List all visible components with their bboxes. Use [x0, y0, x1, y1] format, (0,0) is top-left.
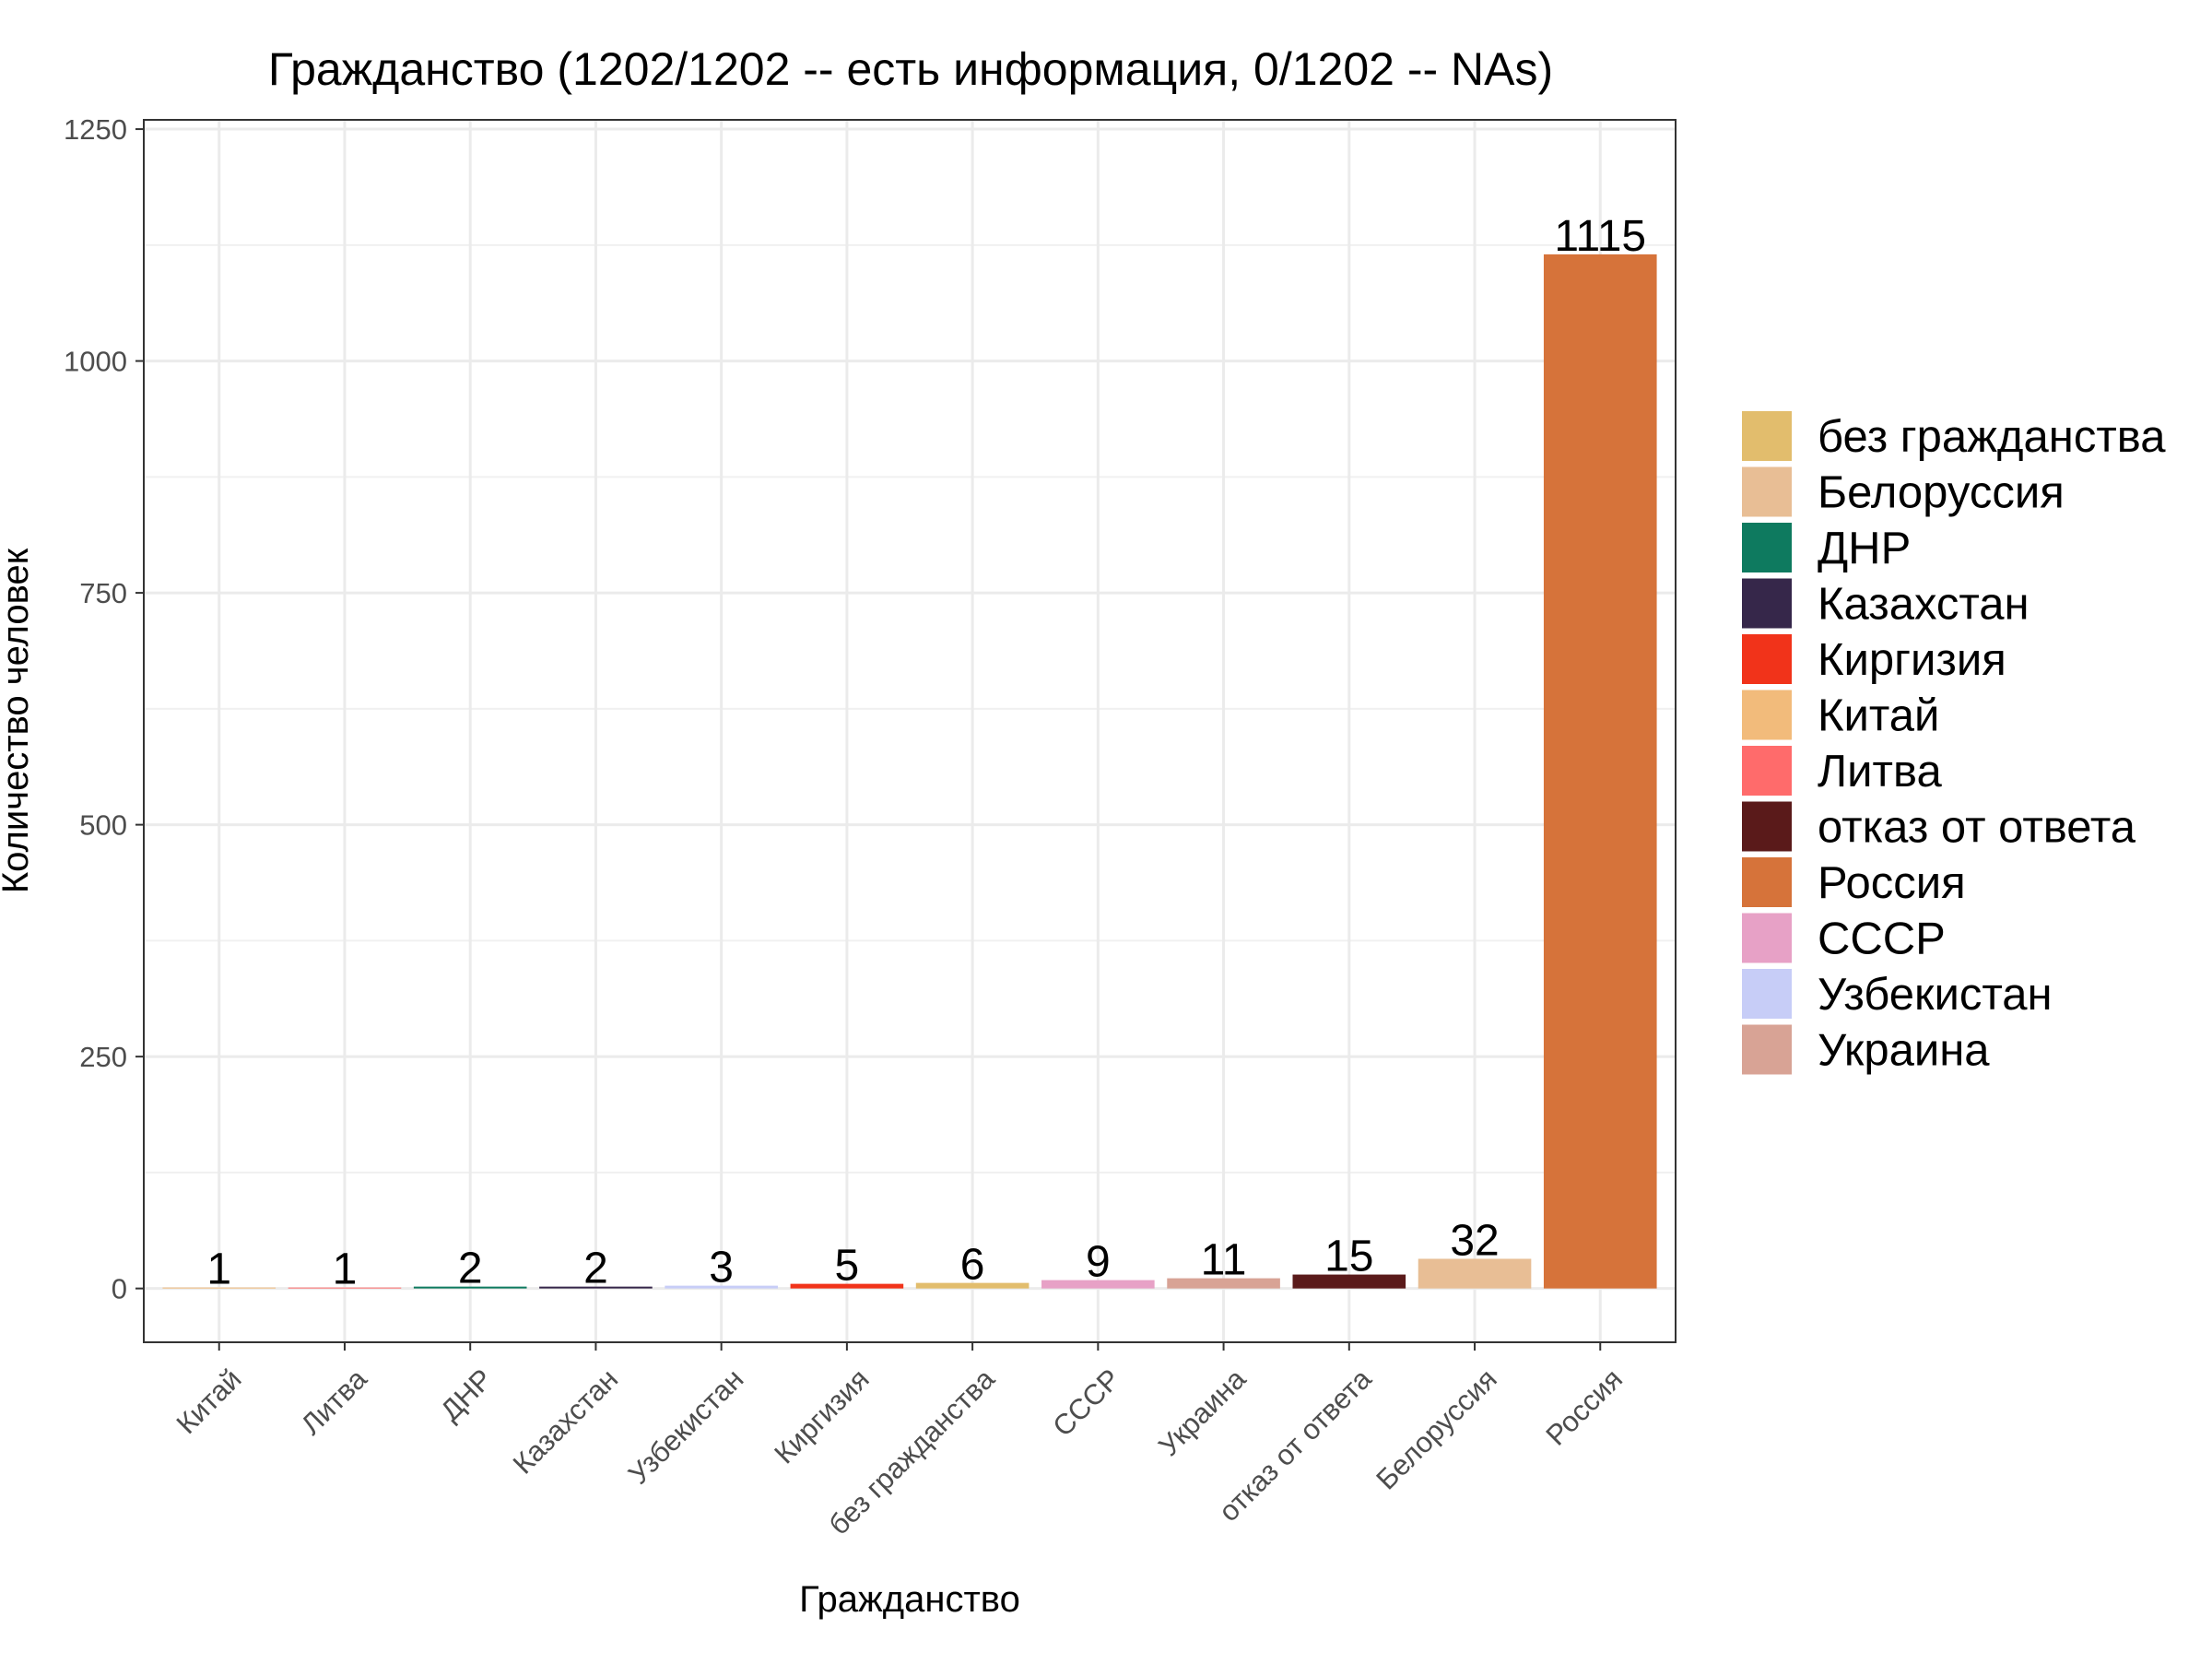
- y-axis-tick-label: 1250: [64, 113, 127, 146]
- bar: [1292, 1274, 1406, 1289]
- legend-label: Украина: [1818, 1026, 1990, 1076]
- bar: [1418, 1258, 1532, 1289]
- data-label: 1: [333, 1245, 358, 1294]
- legend-key: [1742, 746, 1792, 796]
- bar: [665, 1285, 778, 1289]
- x-axis-title: Гражданство: [799, 1579, 1020, 1620]
- legend-key: [1742, 578, 1792, 629]
- bar: [790, 1283, 904, 1289]
- data-label: 1: [206, 1245, 231, 1294]
- legend-label: Казахстан: [1818, 580, 2030, 630]
- chart-title: Гражданство (1202/1202 -- есть информаци…: [268, 43, 1553, 95]
- bar: [288, 1287, 402, 1289]
- y-axis-tick-label: 1000: [64, 346, 127, 378]
- legend-key: [1742, 634, 1792, 684]
- legend-label: отказ от ответа: [1818, 803, 2136, 853]
- bar: [1041, 1280, 1155, 1289]
- y-axis-title: Количество человек: [0, 548, 36, 893]
- data-label: 9: [1086, 1238, 1111, 1287]
- data-label: 11: [1201, 1236, 1247, 1285]
- bar: [413, 1286, 527, 1289]
- grid-lines: [144, 120, 1676, 1342]
- data-label: 1115: [1554, 212, 1646, 261]
- legend-key: [1742, 857, 1792, 907]
- bar: [1167, 1278, 1280, 1289]
- legend-key: [1742, 466, 1792, 517]
- data-label: 32: [1450, 1216, 1499, 1265]
- bar: [539, 1286, 653, 1289]
- legend-label: СССР: [1818, 915, 1946, 964]
- legend-key: [1742, 913, 1792, 963]
- legend-key: [1742, 969, 1792, 1019]
- legend-key: [1742, 1024, 1792, 1075]
- data-label: 6: [960, 1241, 985, 1290]
- y-axis-tick-label: 750: [79, 577, 127, 609]
- data-label: 15: [1324, 1233, 1373, 1281]
- legend-label: Узбекистан: [1818, 970, 2053, 1020]
- legend-label: без гражданства: [1818, 412, 2166, 462]
- plot-panel-border: [143, 119, 1677, 1343]
- data-label: 3: [709, 1244, 734, 1292]
- legend-label: Киргизия: [1818, 635, 2006, 685]
- legend-label: Россия: [1818, 858, 1966, 908]
- data-label: 5: [835, 1242, 860, 1291]
- legend-label: Китай: [1818, 691, 1939, 741]
- legend-label: Белоруссия: [1818, 468, 2065, 518]
- y-axis-tick-label: 0: [112, 1273, 127, 1305]
- bars: [162, 254, 1657, 1289]
- legend: без гражданства Белоруссия ДНР КазахстанКир…: [1742, 411, 2166, 1076]
- data-label: 2: [458, 1245, 483, 1293]
- legend-key: [1742, 690, 1792, 740]
- bar: [162, 1287, 276, 1289]
- bar: [1543, 254, 1657, 1289]
- legend-key: [1742, 801, 1792, 852]
- bar: [915, 1282, 1030, 1289]
- data-label: 2: [583, 1245, 608, 1293]
- y-axis-tick-label: 500: [79, 809, 127, 842]
- legend-key: [1742, 523, 1792, 572]
- legend-label: Литва: [1818, 747, 1942, 797]
- legend-key: [1742, 411, 1792, 461]
- legend-label: ДНР: [1818, 524, 1911, 573]
- y-axis-tick-label: 250: [79, 1041, 127, 1073]
